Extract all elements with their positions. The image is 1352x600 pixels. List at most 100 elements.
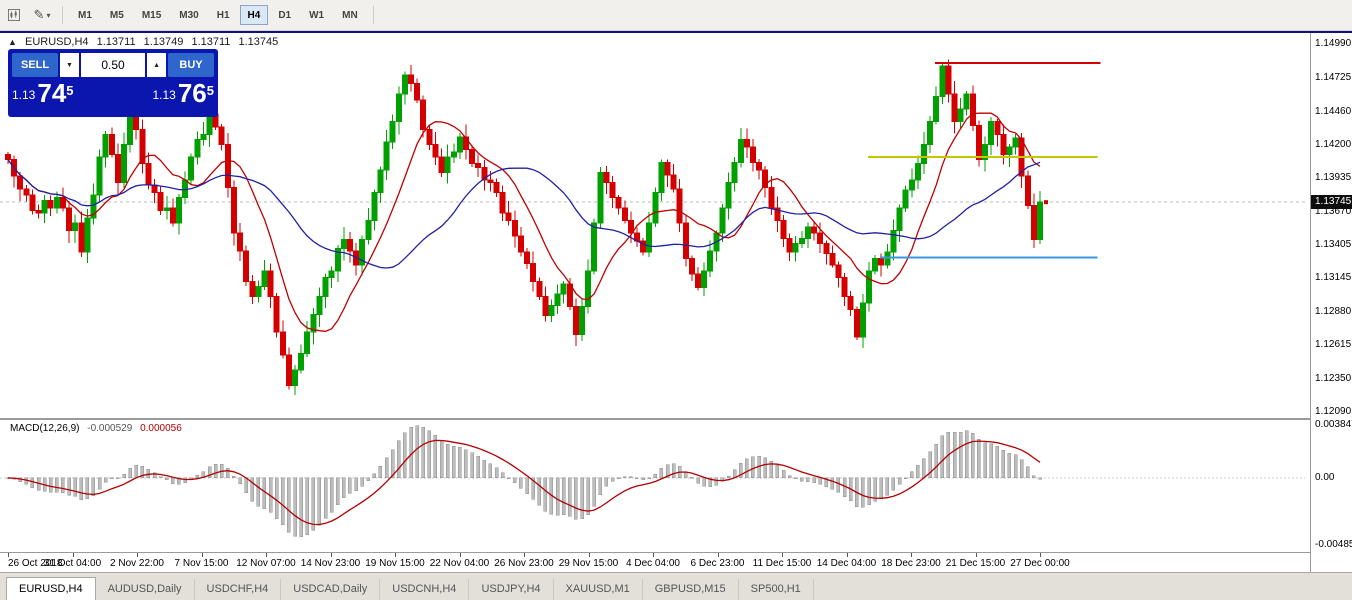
lot-increase-button[interactable]: ▲ [147,53,166,77]
time-axis-label: 14 Nov 23:00 [300,558,361,569]
timeframe-button-w1[interactable]: W1 [301,5,332,25]
time-axis-tick [1040,553,1041,557]
chart-tab-usdcnh-h4[interactable]: USDCNH,H4 [380,579,470,600]
time-axis-tick [266,553,267,557]
timeframe-button-d1[interactable]: D1 [270,5,299,25]
price-axis-label: 1.14200 [1315,138,1352,150]
ohlc-low: 1.13711 [191,36,231,48]
sell-price: 1.13 74 5 [12,78,74,108]
chart-window-icon-button[interactable] [1,4,27,26]
price-axis-label: 1.14460 [1315,105,1352,117]
macd-axis-label: 0.003847 [1315,418,1352,430]
caret-down-icon: ▾ [46,10,51,20]
chart-tab-xauusd-m1[interactable]: XAUUSD,M1 [554,579,643,600]
timeframe-button-m5[interactable]: M5 [102,5,132,25]
chart-tab-bar: EURUSD,H4 AUDUSD,Daily USDCHF,H4 USDCAD,Dai… [0,572,1352,600]
macd-pane[interactable]: MACD(12,26,9) -0.000529 0.000056 [0,420,1310,552]
time-axis-label: 21 Dec 15:00 [945,558,1006,569]
ma-slow-line [7,159,1041,269]
time-axis-label: 29 Nov 15:00 [558,558,619,569]
time-axis-label: 6 Dec 23:00 [690,558,745,569]
price-axis-label: 1.12350 [1315,372,1352,384]
pane-divider[interactable] [0,418,1352,420]
timeframe-button-h4[interactable]: H4 [239,5,269,26]
price-chart-canvas[interactable] [0,33,1310,418]
macd-signal-line [7,439,1041,526]
symbol-label: EURUSD,H4 [24,36,89,48]
draw-tools-button[interactable]: ✎ ▾ [29,4,55,26]
timeframe-button-mn[interactable]: MN [334,5,366,25]
price-axis-label: 1.12090 [1315,405,1352,417]
price-axis[interactable]: 1.13745 1.14990 1.14725 1.14460 1.14200 1.13… [1310,33,1352,572]
time-axis-label: 26 Nov 23:00 [494,558,554,569]
buy-button[interactable]: BUY [168,53,214,77]
time-axis-label: 18 Dec 23:00 [881,558,941,569]
toolbar-separator [62,6,63,24]
price-axis-label: 1.13405 [1315,239,1352,251]
toolbar-separator [372,6,374,24]
timeframe-button-m15[interactable]: M15 [134,5,169,25]
last-tick-marker [1044,200,1048,205]
price-axis-label: 1.13145 [1315,272,1352,284]
chart-tab-usdchf-h4[interactable]: USDCHF,H4 [195,579,282,600]
candlestick-series [5,59,1043,396]
lot-decrease-button[interactable]: ▼ [60,53,79,77]
time-axis-tick [72,553,74,557]
current-price-badge: 1.13745 [1311,195,1352,210]
macd-histogram [6,425,1042,537]
macd-axis-label: 0.00 [1315,471,1335,483]
chart-tab-sp500-h1[interactable]: SP500,H1 [739,579,814,600]
price-axis-label: 1.14990 [1315,38,1352,50]
time-axis-label: 14 Dec 04:00 [816,558,877,569]
lot-size-input[interactable]: 0.50 [80,53,146,77]
timeframe-button-m1[interactable]: M1 [70,5,100,25]
time-axis-label: 11 Dec 15:00 [752,558,812,569]
chart-tab-audusd-daily[interactable]: AUDUSD,Daily [96,579,195,600]
time-axis-label: 4 Dec 04:00 [626,558,680,569]
sell-button[interactable]: SELL [12,53,58,77]
time-axis-tick [588,553,590,557]
time-axis-label: 19 Nov 15:00 [365,558,425,569]
time-axis-label: 26 Oct 2018 [8,558,63,569]
time-axis-tick [395,553,396,557]
price-axis-label: 1.13670 [1315,205,1352,217]
chart-tab-usdcad-daily[interactable]: USDCAD,Daily [281,579,381,600]
price-axis-label: 1.13935 [1315,172,1352,184]
ma-fast-line [7,112,1041,332]
price-axis-label: 1.12615 [1315,339,1352,351]
one-click-toggle-icon[interactable]: ▲ [8,37,17,47]
symbol-header: ▲ EURUSD,H4 1.13711 1.13749 1.13711 1.13… [8,36,283,48]
macd-indicator-label: MACD(12,26,9) -0.000529 0.000056 [10,423,182,434]
time-axis-tick [330,553,332,557]
macd-canvas [0,425,1305,537]
chart-tab-usdjpy-h4[interactable]: USDJPY,H4 [469,579,554,600]
time-axis-label: 2 Nov 22:00 [110,558,164,569]
time-axis-tick [975,553,977,557]
candlestick-chart-icon [8,9,20,21]
price-pane[interactable]: ▲ EURUSD,H4 1.13711 1.13749 1.13711 1.13… [0,33,1310,418]
time-axis[interactable]: 26 Oct 2018 31 Oct 04:00 2 Nov 22:00 7 Nov … [0,552,1310,573]
price-axis-label: 1.12880 [1315,305,1352,317]
chart-tab-eurusd-h4[interactable]: EURUSD,H4 [6,577,96,600]
timeframe-group: M1 M5 M15 M30 H1 H4 D1 W1 MN [69,5,367,26]
pencil-icon: ✎ [33,7,45,22]
one-click-trading-panel: SELL ▼ 0.50 ▲ BUY 1.13 74 5 1.13 76 5 [8,49,218,117]
time-axis-label: 27 Dec 00:00 [1010,558,1070,569]
time-axis-tick [782,553,783,557]
ohlc-open: 1.13711 [96,36,136,48]
time-axis-label: 22 Nov 04:00 [429,558,490,569]
ohlc-high: 1.13749 [143,36,184,48]
time-axis-tick [8,553,9,557]
time-axis-tick [137,553,138,557]
time-axis-tick [846,553,848,557]
time-axis-tick [717,553,719,557]
timeframe-button-h1[interactable]: H1 [209,5,238,25]
chart-tab-gbpusd-m15[interactable]: GBPUSD,M15 [643,579,739,600]
time-axis-tick [459,553,461,557]
window-frame-line [0,31,1352,33]
time-axis-tick [653,553,654,557]
time-axis-tick [524,553,525,557]
time-axis-tick [911,553,912,557]
macd-axis-label: -0.004856 [1315,538,1352,550]
timeframe-button-m30[interactable]: M30 [171,5,206,25]
